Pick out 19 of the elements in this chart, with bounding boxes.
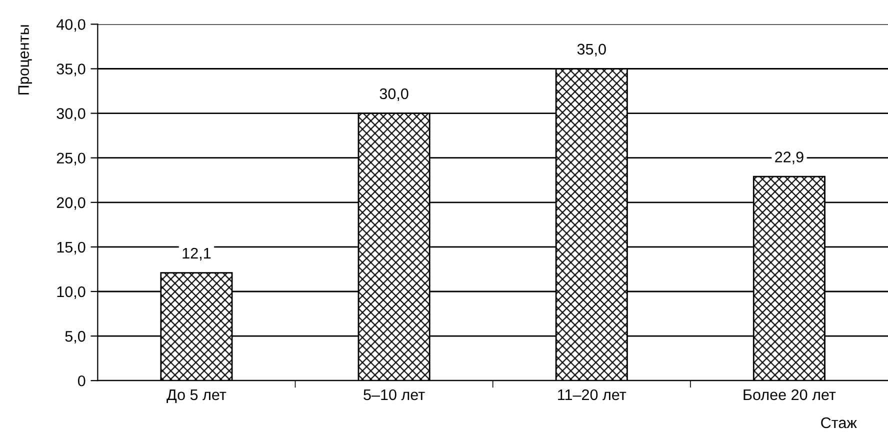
x-tick-label: До 5 лет — [166, 389, 226, 404]
y-tick-label: 40,0 — [56, 19, 86, 32]
x-axis-title: Стаж — [821, 417, 857, 428]
y-tick-label: 20,0 — [56, 197, 86, 210]
y-tick-label: 10,0 — [57, 286, 86, 299]
y-tick-label: 35,0 — [56, 64, 86, 76]
y-axis-title: Проценты — [18, 25, 32, 94]
x-tick-label: Более 20 лет — [744, 389, 836, 400]
y-tick-label: 25,0 — [56, 152, 86, 166]
y-tick-label: 5,0 — [65, 330, 86, 344]
y-tick-label: 30,0 — [56, 108, 86, 121]
x-tick-label: 5–10 лет — [364, 389, 425, 400]
data-label: 30,0 — [380, 88, 408, 101]
data-label: 35,0 — [577, 44, 606, 56]
x-tick-label: 11–20 лет — [558, 389, 626, 400]
data-label: 22,9 — [775, 152, 804, 164]
y-tick-label: 0 — [78, 375, 86, 386]
y-tick-label: 15,0 — [57, 242, 86, 254]
data-label: 12,1 — [182, 248, 211, 260]
